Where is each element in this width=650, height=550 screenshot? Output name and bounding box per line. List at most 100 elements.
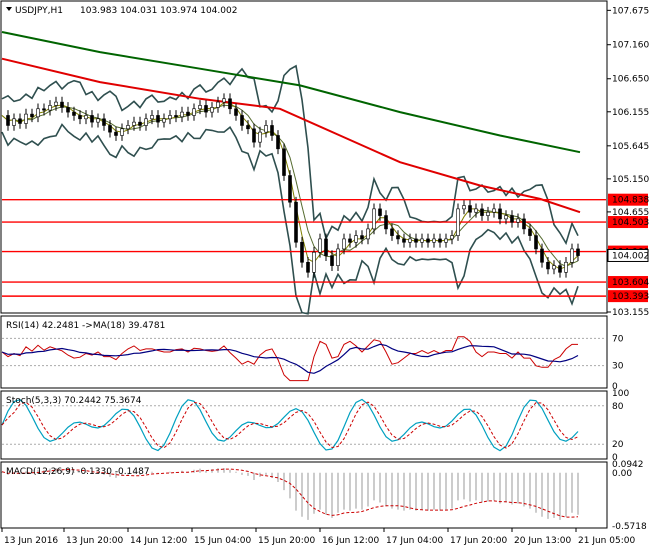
moving-averages — [1, 31, 581, 214]
candle-body — [456, 208, 460, 236]
rsi-y-tick-label: 0 — [612, 382, 618, 392]
level-label-box — [607, 248, 649, 262]
level-label-box — [608, 276, 648, 289]
candle-body — [444, 238, 448, 243]
candle-body — [492, 208, 496, 213]
candle-body — [474, 208, 478, 213]
candle-body — [408, 238, 412, 243]
macd-signal-line — [1, 468, 579, 518]
candle-body — [384, 215, 388, 230]
candle-body — [402, 238, 406, 243]
level-label-box — [608, 193, 648, 206]
stoch-lines — [1, 398, 579, 452]
main-y-tick-label: 104.655 — [612, 208, 649, 218]
level-label-box — [608, 216, 648, 229]
candle-body — [96, 118, 100, 123]
macd-signal — [1, 468, 579, 518]
main-y-tick-label: 106.155 — [612, 108, 649, 118]
candle-body — [282, 148, 286, 176]
macd-y-tick-label: -0.5718 — [612, 522, 647, 532]
candle-body — [48, 105, 52, 111]
candle-body — [360, 235, 364, 240]
candle-body — [348, 238, 352, 243]
candle-body — [432, 238, 436, 243]
level-label: 104.838 — [612, 196, 649, 206]
ohlc-header: 103.983 104.031 103.974 104.002 — [80, 6, 237, 16]
candle-body — [552, 265, 556, 270]
lower-band — [1, 123, 579, 315]
candle-body — [528, 228, 532, 236]
main-y-tick-label: 105.645 — [612, 142, 649, 152]
level-label: 103.604 — [612, 278, 649, 288]
candle-body — [504, 215, 508, 220]
stoch-y-tick-label: 0 — [612, 453, 618, 463]
candle-body — [192, 108, 196, 116]
candle-body — [312, 251, 316, 273]
candle-body — [300, 241, 304, 263]
x-tick-label: 14 Jun 12:00 — [130, 536, 187, 546]
candle-body — [510, 215, 514, 223]
stoch-y-tick-label: 80 — [612, 402, 624, 412]
candle-body — [198, 105, 202, 110]
level-label: 103.393 — [612, 292, 649, 302]
main-pane-frame — [0, 0, 608, 314]
candle-body — [234, 108, 238, 116]
candle-body — [270, 125, 274, 136]
candle-body — [336, 248, 340, 266]
candle-body — [450, 235, 454, 240]
candle-body — [18, 118, 22, 124]
candle-body — [108, 125, 112, 133]
rsi-y-ticks: 70 30 0 — [612, 334, 624, 392]
candle-body — [276, 135, 280, 150]
candle-body — [330, 255, 334, 266]
candle-body — [576, 248, 580, 256]
price-levels — [2, 198, 606, 297]
candle-body — [252, 128, 256, 143]
collapse-icon[interactable] — [6, 7, 12, 11]
candle-body — [324, 238, 328, 256]
candle-body — [36, 108, 40, 118]
x-tick-label: 13 Jun 20:00 — [66, 536, 123, 546]
x-tick-label: 21 Jun 05:00 — [578, 536, 635, 546]
stoch-main-line — [1, 398, 579, 452]
candle-body — [294, 201, 298, 243]
rsi-ma-line — [1, 343, 579, 374]
candle-body — [216, 101, 220, 108]
candle-body — [204, 105, 208, 113]
candle-body — [120, 128, 124, 136]
candle-body — [390, 228, 394, 236]
candle-body — [570, 248, 574, 263]
candle-body — [222, 98, 226, 103]
level-label-box — [608, 290, 648, 303]
main-y-tick-label: 107.160 — [612, 41, 649, 51]
candle-body — [546, 261, 550, 270]
level-labels: 104.838104.503104.060104.002103.604103.3… — [607, 193, 649, 303]
candle-body — [240, 115, 244, 126]
macd-histogram — [1, 468, 579, 520]
rsi-levels — [2, 337, 606, 367]
candle-body — [60, 101, 64, 108]
candle-body — [306, 261, 310, 273]
candle-body — [480, 208, 484, 216]
stoch-y-ticks: 100 80 20 0 — [612, 389, 629, 463]
candle-body — [378, 208, 382, 216]
rsi-y-tick-label: 70 — [612, 334, 624, 344]
x-axis: 13 Jun 2016 13 Jun 20:00 14 Jun 12:00 15 Ju… — [1, 528, 635, 546]
candle-body — [372, 208, 376, 230]
candle-body — [342, 238, 346, 250]
candle-body — [564, 261, 568, 273]
main-y-tick-label: 105.150 — [612, 175, 649, 185]
macd-y-tick-label: 0.00 — [612, 469, 632, 479]
candle-body — [426, 238, 430, 243]
candle-body — [114, 131, 118, 136]
level-label: 104.503 — [612, 218, 649, 228]
level-label: 104.002 — [612, 251, 649, 261]
x-tick-label: 17 Jun 04:00 — [386, 536, 443, 546]
candle-body — [132, 121, 136, 126]
candle-body — [12, 118, 16, 126]
main-y-tick-label: 103.155 — [612, 308, 649, 318]
candle-body — [534, 235, 538, 250]
candle-body — [468, 205, 472, 213]
candle-body — [540, 248, 544, 263]
